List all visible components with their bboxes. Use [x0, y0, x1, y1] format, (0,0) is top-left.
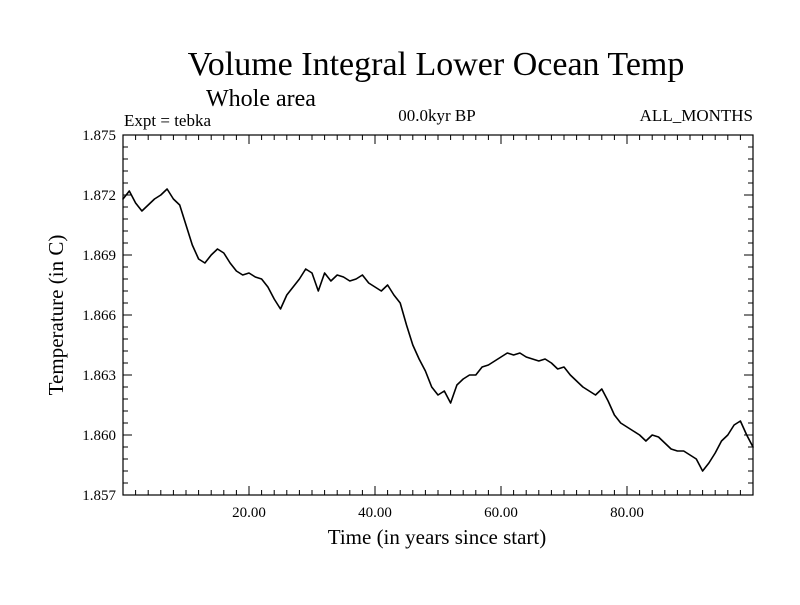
- x-axis-ticks: 20.00 40.00 60.00 80.00: [135, 135, 741, 521]
- y-axis-title: Temperature (in C): [44, 235, 68, 396]
- y-tick-label: 1.869: [82, 248, 116, 264]
- chart-subtitle: Whole area: [206, 86, 316, 112]
- y-tick-label: 1.875: [82, 128, 116, 144]
- x-tick-label: 80.00: [610, 505, 644, 521]
- temperature-series-line: [122, 188, 754, 472]
- y-tick-label: 1.863: [82, 368, 116, 384]
- x-tick-label: 40.00: [358, 505, 392, 521]
- chart-title: Volume Integral Lower Ocean Temp: [188, 46, 685, 83]
- x-axis-title: Time (in years since start): [328, 525, 547, 549]
- y-tick-label: 1.857: [82, 488, 116, 504]
- y-axis-ticks: 1.857 1.860 1.863 1.866 1.869 1.872 1.875: [82, 128, 753, 504]
- x-tick-label: 20.00: [232, 505, 266, 521]
- y-tick-label: 1.860: [82, 428, 116, 444]
- plot-frame: [122, 134, 754, 496]
- y-tick-label: 1.866: [82, 308, 116, 324]
- x-tick-label: 60.00: [484, 505, 518, 521]
- period-label: 00.0kyr BP: [398, 106, 475, 125]
- months-label: ALL_MONTHS: [640, 106, 753, 125]
- experiment-label: Expt = tebka: [124, 111, 211, 130]
- y-tick-label: 1.872: [82, 188, 116, 204]
